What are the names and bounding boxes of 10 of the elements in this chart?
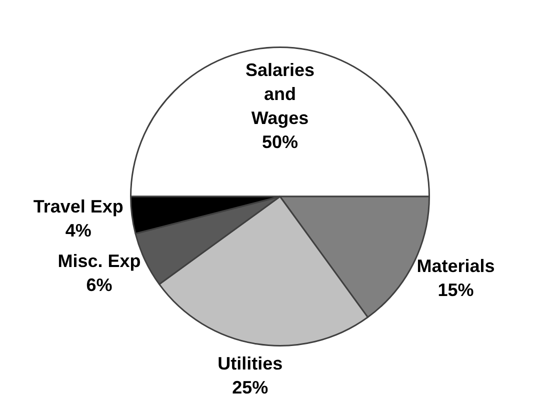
data-label: 50%	[262, 132, 298, 152]
slice-label: Materials	[416, 256, 495, 276]
slice-label: Salaries and Wages	[245, 60, 315, 128]
data-label: 25%	[232, 377, 268, 398]
data-label: 15%	[438, 280, 474, 300]
data-label: 4%	[65, 220, 92, 240]
slice-label: Misc. Exp	[58, 251, 141, 272]
slice-label: Utilities	[218, 353, 283, 374]
slice-label: Travel Exp	[33, 196, 124, 216]
data-label: 6%	[86, 275, 112, 296]
